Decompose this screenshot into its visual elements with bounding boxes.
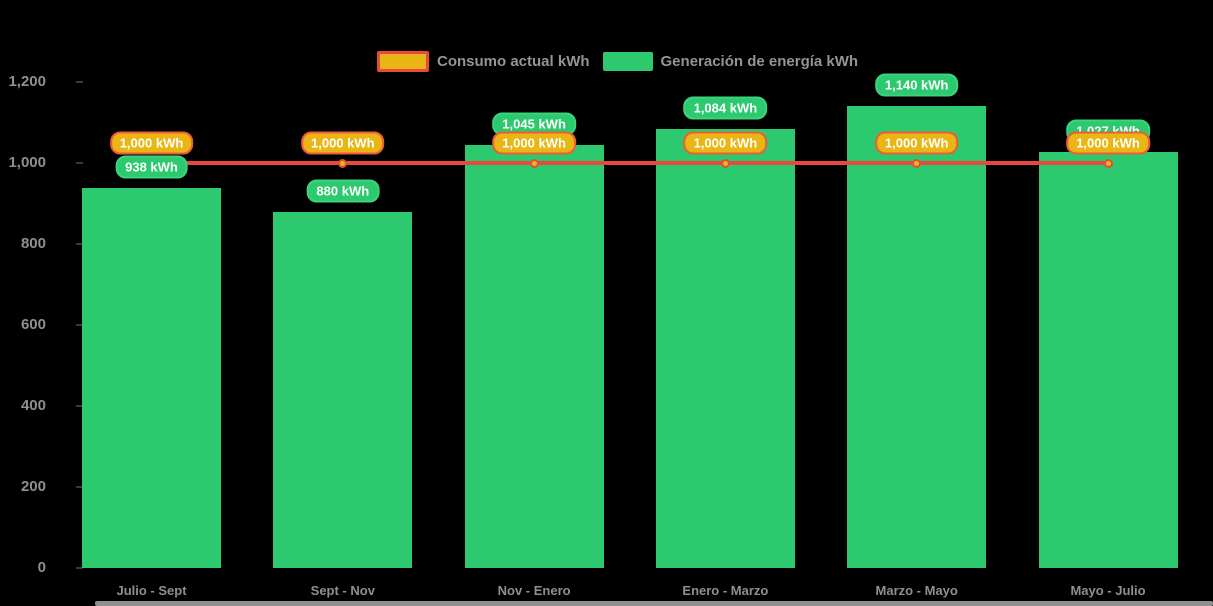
y-axis-tick [76, 567, 83, 569]
generation-value-label: 880 kWh [306, 179, 380, 203]
horizontal-scrollbar[interactable] [95, 601, 1213, 606]
y-axis-tick [76, 162, 83, 164]
y-axis-label: 1,000 [8, 154, 46, 171]
bar-julio-sept[interactable] [82, 188, 221, 568]
bar-sept-nov[interactable] [273, 211, 413, 568]
bar-enero-marzo[interactable] [655, 128, 795, 568]
consumption-value-label: 1,000 kWh [109, 131, 194, 155]
y-axis-tick [76, 243, 83, 245]
x-axis-label-enero-marzo: Enero - Marzo [682, 583, 769, 598]
consumo-line-swatch-icon [377, 51, 429, 72]
bar-mayo-julio[interactable] [1038, 152, 1178, 568]
legend-label-consumo: Consumo actual kWh [437, 53, 590, 70]
y-axis-label: 400 [20, 397, 46, 414]
y-axis-label: 200 [20, 478, 46, 495]
y-axis-tick [76, 405, 83, 407]
bar-marzo-mayo[interactable] [847, 106, 987, 568]
consumption-point-marzo-mayo[interactable] [912, 158, 922, 168]
y-axis-label: 800 [20, 235, 46, 252]
consumption-line [151, 161, 1108, 165]
x-axis-label-mayo-julio: Mayo - Julio [1070, 583, 1146, 598]
y-axis-label: 1,200 [8, 73, 46, 90]
y-axis-tick [76, 486, 83, 488]
legend-item-consumo-actual[interactable]: Consumo actual kWh [377, 51, 590, 72]
y-axis-tick [76, 81, 83, 83]
generation-value-label: 1,084 kWh [683, 96, 768, 120]
y-axis-tick [76, 324, 83, 326]
generation-value-label: 1,045 kWh [492, 112, 576, 136]
generation-value-label: 938 kWh [115, 155, 188, 179]
consumption-value-label: 1,000 kWh [683, 131, 768, 155]
x-axis-label-nov-enero: Nov - Enero [497, 583, 571, 598]
x-axis-label-sept-nov: Sept - Nov [310, 583, 375, 598]
consumption-point-nov-enero[interactable] [529, 158, 539, 168]
legend-item-generacion-energia[interactable]: Generación de energía kWh [602, 52, 859, 71]
consumption-point-enero-marzo[interactable] [720, 158, 730, 168]
legend: Consumo actual kWh Generación de energía… [377, 51, 858, 72]
consumption-value-label: 1,000 kWh [301, 131, 385, 155]
y-axis-label: 0 [37, 559, 46, 576]
consumption-value-label: 1,000 kWh [874, 131, 959, 155]
legend-label-generacion: Generación de energía kWh [660, 53, 859, 70]
consumption-point-mayo-julio[interactable] [1103, 158, 1113, 168]
y-axis-label: 600 [20, 316, 46, 333]
x-axis-label-julio-sept: Julio - Sept [116, 583, 187, 598]
bar-nov-enero[interactable] [464, 144, 604, 568]
generation-value-label: 1,140 kWh [874, 73, 959, 97]
consumption-value-label: 1,000 kWh [1066, 131, 1150, 155]
generacion-bar-swatch-icon [602, 52, 653, 71]
x-axis-label-marzo-mayo: Marzo - Mayo [875, 583, 958, 598]
consumption-point-sept-nov[interactable] [338, 158, 348, 168]
consumption-value-label: 1,000 kWh [492, 131, 576, 155]
